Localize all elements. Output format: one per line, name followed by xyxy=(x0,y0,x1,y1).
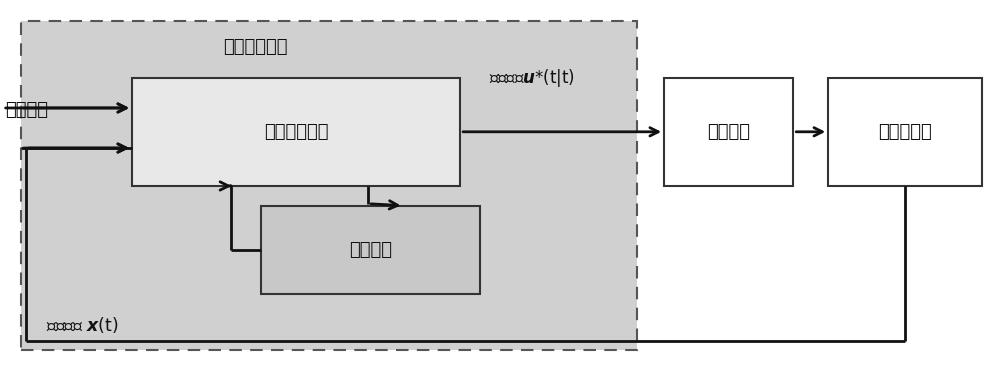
Text: 状态反馈 $\boldsymbol{x}$(t): 状态反馈 $\boldsymbol{x}$(t) xyxy=(46,315,118,335)
Text: 滚动优化模型: 滚动优化模型 xyxy=(264,123,328,141)
Text: 预测数据: 预测数据 xyxy=(5,101,48,119)
Text: 预测模型: 预测模型 xyxy=(349,241,392,259)
Bar xyxy=(21,21,637,350)
Bar xyxy=(261,206,480,294)
Text: 实时调度: 实时调度 xyxy=(707,123,750,141)
Text: 微电网系统: 微电网系统 xyxy=(878,123,932,141)
Text: 控制指令$\boldsymbol{u}$*(t|t): 控制指令$\boldsymbol{u}$*(t|t) xyxy=(489,67,575,89)
Text: 模型预测控制: 模型预测控制 xyxy=(223,38,287,56)
Bar xyxy=(664,78,793,186)
Bar xyxy=(828,78,982,186)
Bar xyxy=(132,78,460,186)
